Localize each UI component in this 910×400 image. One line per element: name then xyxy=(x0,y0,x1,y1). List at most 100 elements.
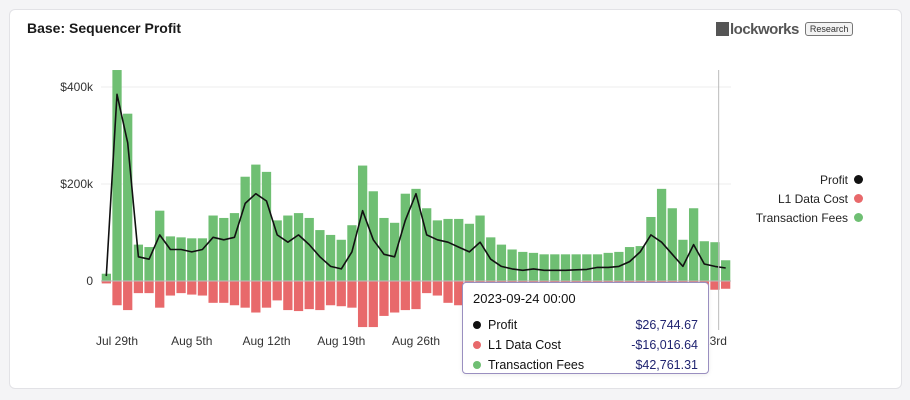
fees-bar xyxy=(112,70,122,282)
legend-item-l1-data-cost[interactable]: L1 Data Cost xyxy=(703,189,863,208)
fees-bar xyxy=(368,191,378,281)
profit-line xyxy=(105,93,726,277)
fees-bar xyxy=(475,215,485,281)
fees-bar xyxy=(400,193,410,281)
cost-bar xyxy=(176,281,186,294)
cost-bar xyxy=(208,281,218,303)
fees-bar xyxy=(432,220,442,281)
fees-bar xyxy=(144,247,154,281)
x-tick-label: Jul 29th xyxy=(96,334,138,348)
tooltip-label: Profit xyxy=(488,318,518,332)
tooltip-value: -$16,016.64 xyxy=(631,338,698,352)
y-tick-label: $400k xyxy=(60,80,94,94)
cost-bar xyxy=(293,281,304,312)
cost-bar xyxy=(710,281,720,290)
legend-label: Transaction Fees xyxy=(755,210,848,225)
cost-bar xyxy=(379,281,389,316)
fees-bar xyxy=(133,244,144,281)
cost-bar xyxy=(187,281,197,295)
fees-bar xyxy=(187,238,197,281)
cost-bar xyxy=(325,281,336,306)
tooltip-row-l1-data-cost: L1 Data Cost -$16,016.64 xyxy=(473,335,698,355)
tooltip-label: Transaction Fees xyxy=(488,358,585,372)
fees-bar xyxy=(379,217,389,281)
cost-bar xyxy=(229,281,240,306)
x-tick-label: Aug 19th xyxy=(317,334,365,348)
fees-bar xyxy=(123,113,133,281)
fees-bar xyxy=(560,254,571,281)
chart-legend: Profit L1 Data Cost Transaction Fees xyxy=(703,170,863,227)
cost-bar xyxy=(400,281,410,311)
chart-title: Base: Sequencer Profit xyxy=(27,20,182,36)
cost-bar xyxy=(133,281,144,294)
cost-bar xyxy=(721,281,731,289)
fees-bar xyxy=(208,215,218,281)
cost-bar xyxy=(197,281,208,296)
fees-bar xyxy=(721,260,731,281)
fees-bar xyxy=(454,218,464,281)
fees-bar xyxy=(582,254,592,281)
chart-tooltip: 2023-09-24 00:00 Profit $26,744.67 L1 Da… xyxy=(462,282,709,374)
cost-bar xyxy=(251,281,261,313)
fees-bar xyxy=(539,254,549,281)
x-tick-label: Aug 26th xyxy=(392,334,440,348)
tooltip-dot-icon xyxy=(473,361,481,369)
cost-bar xyxy=(304,281,314,310)
tooltip-label: L1 Data Cost xyxy=(488,338,561,352)
legend-dot-icon xyxy=(854,213,863,222)
cost-bar xyxy=(357,281,368,328)
x-tick-label: Aug 5th xyxy=(171,334,212,348)
fees-bar xyxy=(571,254,581,281)
tooltip-title: 2023-09-24 00:00 xyxy=(473,291,576,306)
legend-dot-icon xyxy=(854,175,863,184)
fees-bar xyxy=(261,171,272,281)
tooltip-dot-icon xyxy=(473,341,481,349)
fees-bar xyxy=(518,251,528,281)
cost-bar xyxy=(112,281,122,306)
fees-bar xyxy=(357,165,368,281)
fees-bar xyxy=(219,217,229,281)
fees-bar xyxy=(390,222,400,281)
cost-bar xyxy=(240,281,250,308)
legend-dot-icon xyxy=(854,194,863,203)
blockworks-logo: lockworks Research xyxy=(716,20,854,38)
x-tick-label: Aug 12th xyxy=(242,334,290,348)
legend-label: Profit xyxy=(819,172,848,187)
cost-bar xyxy=(144,281,154,294)
fees-bar xyxy=(176,237,186,281)
blockworks-b-mark-icon xyxy=(716,22,729,36)
fees-bar xyxy=(678,239,688,281)
fees-bar xyxy=(656,188,667,281)
legend-item-profit[interactable]: Profit xyxy=(703,170,863,189)
cost-bar xyxy=(272,281,282,301)
fees-bar xyxy=(251,164,261,281)
cost-bar xyxy=(390,281,400,313)
cost-bar xyxy=(219,281,229,303)
fees-bar xyxy=(272,220,282,281)
cost-bar xyxy=(165,281,176,296)
cost-bar xyxy=(336,281,346,307)
fees-bar xyxy=(411,188,421,281)
legend-item-transaction-fees[interactable]: Transaction Fees xyxy=(703,208,863,227)
fees-bar xyxy=(699,241,709,281)
research-badge: Research xyxy=(804,22,854,36)
fees-bar xyxy=(155,210,165,281)
brand-wordmark: lockworks xyxy=(730,20,799,38)
fees-bar xyxy=(422,208,432,281)
fees-bar xyxy=(197,238,208,281)
fees-bar xyxy=(507,249,517,281)
fees-bar xyxy=(667,208,677,281)
cost-bar xyxy=(432,281,442,296)
tooltip-row-transaction-fees: Transaction Fees $42,761.31 xyxy=(473,355,698,375)
fees-bar xyxy=(229,213,240,281)
fees-bar xyxy=(646,216,656,281)
cost-bar xyxy=(411,281,421,310)
fees-bar xyxy=(528,252,539,281)
cost-bar xyxy=(123,281,133,311)
tooltip-value: $26,744.67 xyxy=(635,318,698,332)
cost-bar xyxy=(422,281,432,294)
fees-bar xyxy=(240,176,250,281)
cost-bar xyxy=(368,281,378,328)
cost-bar xyxy=(261,281,272,308)
